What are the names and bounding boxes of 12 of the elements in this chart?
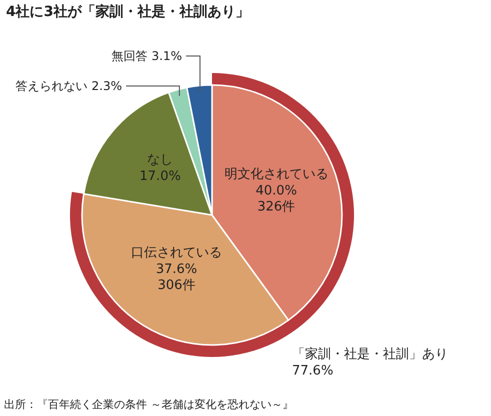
data-label: 40.0% 326件	[256, 183, 297, 215]
slice-label: 明文化されている	[224, 167, 328, 182]
text: 出所：『百年続く企業の条件 ～老舗は変化を恐れない～』	[4, 398, 294, 411]
slice-label: 答えられない 2.3%	[16, 79, 122, 93]
data-label: 17.0%	[140, 168, 181, 184]
text: 「家訓・社是・社訓」あり 77.6%	[292, 347, 448, 378]
slice-label: 無回答 3.1%	[112, 49, 182, 63]
slice-label: 口伝されている	[131, 246, 222, 261]
data-label: 37.6% 306件	[156, 262, 198, 294]
chart-title: 4社に3社が「家訓・社是・社訓あり」	[6, 3, 250, 20]
slice-label: なし	[147, 152, 174, 168]
label: 答えられない 2.3%	[16, 79, 180, 96]
